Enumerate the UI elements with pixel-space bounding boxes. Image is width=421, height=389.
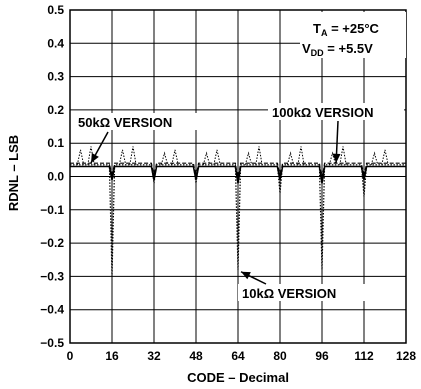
plot-frame [69,9,407,344]
series-dotted-peak [255,146,263,165]
condition-vdd: VDD = +5.5V [302,41,373,58]
condition-ta: TA = +25°C [313,21,380,38]
series-solid-line [70,165,406,184]
series-dotted-peak [328,151,337,165]
x-axis-title: CODE – Decimal [187,370,289,385]
x-tick-label: 96 [315,349,329,363]
series-dotted-peak [118,149,127,165]
arrow-10k-head [241,271,251,280]
arrow-100k-head [332,153,341,163]
x-tick-label: 64 [231,349,245,363]
y-axis-title: RDNL – LSB [6,135,21,211]
x-tick-labels: 0 16 32 48 64 80 96 112 128 [67,349,417,363]
label-100k-version: 100kΩ VERSION [272,105,373,120]
x-tick-label: 16 [105,349,119,363]
arrow-50k-head [91,153,99,163]
y-tick-label: −0.1 [40,203,64,217]
series-dotted-line [70,164,406,277]
series-dotted-peak [297,146,305,165]
series-dotted-peak [286,151,295,165]
series-dotted-peak [129,146,137,165]
label-50k-version: 50kΩ VERSION [78,115,172,130]
series-dotted-peak [381,149,389,165]
series-dotted-peak [160,151,169,165]
series-dotted-peak [244,151,253,165]
series-dotted-peak [370,151,379,165]
series-dotted-peak [202,151,211,165]
series-dotted-peak [171,149,179,165]
conditions-box [300,12,406,58]
x-tick-label: 0 [67,349,74,363]
series-dotted-peak [213,149,221,165]
label-10k-version: 10kΩ VERSION [242,286,336,301]
y-tick-labels: 0.5 0.4 0.3 0.2 0.1 0.0 −0.1 −0.2 −0.3 −0.4 −0.5 [40,3,64,350]
y-tick-label: 0.3 [47,70,64,84]
y-tick-label: 0.4 [47,36,64,50]
label-50k-bg [74,113,200,130]
y-tick-label: −0.3 [40,269,64,283]
label-100k-bg [268,103,404,120]
y-tick-label: −0.5 [40,336,64,350]
y-tick-label: 0.0 [47,170,64,184]
annotation-arrows [90,120,341,285]
x-tick-label: 48 [189,349,203,363]
y-tick-label: 0.5 [47,3,64,17]
series-group [70,146,406,277]
y-tick-label: 0.2 [47,103,64,117]
y-tick-label: −0.2 [40,236,64,250]
y-tick-label: 0.1 [47,136,64,150]
x-tick-label: 80 [273,349,287,363]
series-dotted-peak [339,146,347,165]
x-tick-label: 112 [354,349,374,363]
x-tick-label: 128 [396,349,416,363]
series-dotted-peak [76,149,85,165]
y-tick-label: −0.4 [40,303,64,317]
x-tick-label: 32 [147,349,161,363]
label-10k-bg [238,284,374,301]
